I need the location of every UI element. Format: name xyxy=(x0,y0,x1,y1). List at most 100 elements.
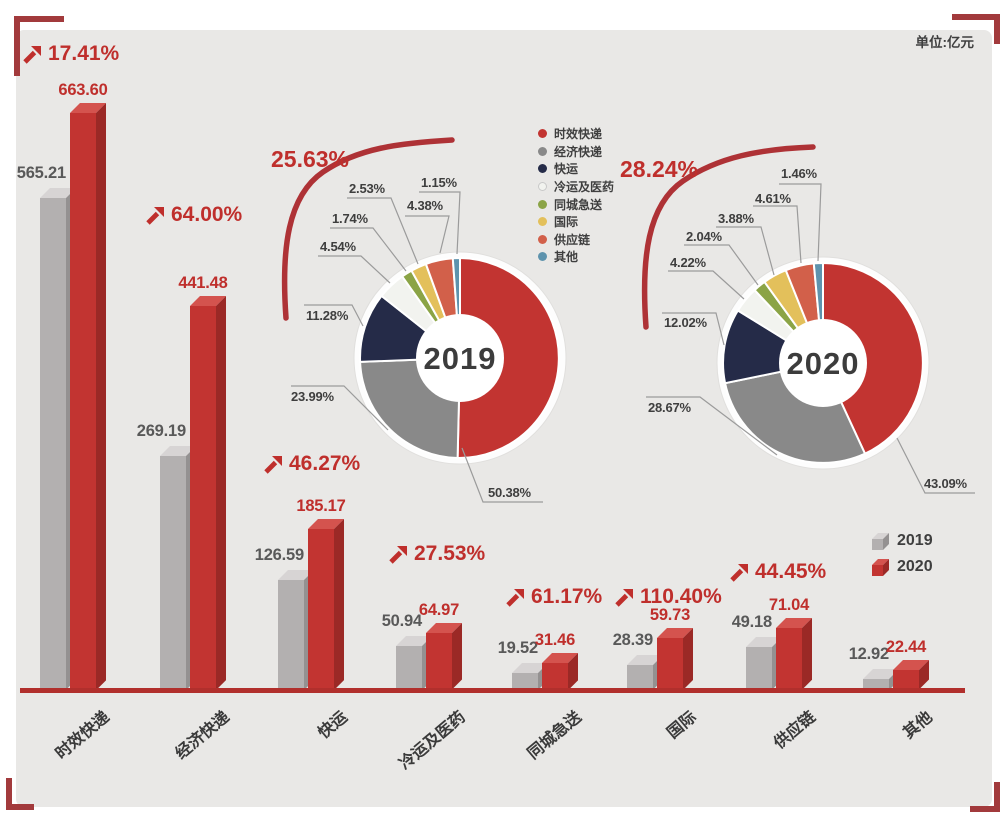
bar-value-2019: 269.19 xyxy=(136,421,186,440)
legend-item: 同城急送 xyxy=(538,195,614,213)
donut-slice-label: 50.38% xyxy=(488,485,531,500)
year-legend: 2019 2020 xyxy=(872,528,933,580)
bar-value-2019: 12.92 xyxy=(848,644,889,663)
bar-2020 xyxy=(308,518,344,695)
legend-label: 快运 xyxy=(554,162,579,177)
growth-percent: 44.45% xyxy=(755,560,827,583)
donut-slice-label: 1.46% xyxy=(781,166,817,181)
donut-slice-label: 4.38% xyxy=(407,198,443,213)
legend-color-dot xyxy=(538,234,547,244)
up-arrow-icon xyxy=(264,455,282,474)
legend-label: 经济快递 xyxy=(554,144,603,159)
donut-slice-label: 1.74% xyxy=(332,211,368,226)
up-arrow-icon xyxy=(615,588,633,607)
bar-value-2019: 565.21 xyxy=(16,164,66,183)
up-arrow-icon xyxy=(730,563,748,582)
legend-color-dot xyxy=(538,146,547,156)
bar-value-2019: 126.59 xyxy=(254,545,304,564)
donut-slice-label: 12.02% xyxy=(664,315,707,330)
legend-label: 冷运及医药 xyxy=(554,180,615,195)
bar-value-2020: 441.48 xyxy=(178,273,228,292)
growth-label: 17.41% xyxy=(22,42,119,66)
donut-slice-label: 28.67% xyxy=(648,400,691,415)
bar-value-2020: 22.44 xyxy=(885,638,927,657)
bar-value-2020: 185.17 xyxy=(296,496,346,515)
growth-label: 44.45% xyxy=(729,560,826,584)
legend-label: 时效快递 xyxy=(554,127,603,142)
growth-label: 61.17% xyxy=(505,585,602,609)
donut-slice-label: 23.99% xyxy=(291,389,334,404)
legend-item: 国际 xyxy=(538,213,614,231)
donut-2019-center-label: 2019 xyxy=(423,341,497,376)
bar-value-2019: 50.94 xyxy=(381,611,422,630)
donut-slice-label: 4.54% xyxy=(320,239,356,254)
x-axis-line xyxy=(20,688,965,693)
up-arrow-icon xyxy=(506,588,524,607)
bar-value-2020: 64.97 xyxy=(418,601,460,620)
donut-slice-label: 43.09% xyxy=(924,476,967,491)
up-arrow-icon xyxy=(146,206,164,225)
growth-percent: 64.00% xyxy=(171,203,243,226)
legend-color-dot xyxy=(538,129,547,139)
bar-value-2020: 71.04 xyxy=(768,596,810,615)
up-arrow-icon xyxy=(389,545,407,564)
bar-legend-item: 2019 xyxy=(872,528,933,554)
legend-item: 快运 xyxy=(538,160,614,178)
bar-value-2020: 31.46 xyxy=(534,630,576,649)
donut-slice-label: 2.53% xyxy=(349,181,385,196)
bar-2020 xyxy=(776,618,812,695)
bar-2020 xyxy=(190,295,226,695)
growth-percent: 17.41% xyxy=(48,42,120,65)
bar-value-2020: 663.60 xyxy=(58,80,108,99)
up-arrow-icon xyxy=(23,45,41,64)
legend-item: 供应链 xyxy=(538,231,614,249)
growth-percent: 27.53% xyxy=(414,542,486,565)
legend-item: 经济快递 xyxy=(538,143,614,161)
overall-growth-2020: 28.24% xyxy=(620,156,699,182)
legend-item: 时效快递 xyxy=(538,125,614,143)
bar-value-2020: 59.73 xyxy=(649,606,691,625)
legend-color-dot xyxy=(538,164,547,174)
bar-legend-item: 2020 xyxy=(872,554,933,580)
bar-2020 xyxy=(542,652,578,695)
legend-label: 国际 xyxy=(554,215,579,230)
donut-slice-label: 4.22% xyxy=(670,255,706,270)
donut-slice-label: 2.04% xyxy=(686,229,722,244)
donut-slice-label: 3.88% xyxy=(718,211,754,226)
bar-2020 xyxy=(426,623,462,695)
donut-2020-center-label: 2020 xyxy=(786,346,860,381)
donut-slice-label: 11.28% xyxy=(306,308,349,323)
legend-label: 同城急送 xyxy=(554,197,603,212)
legend-label: 其他 xyxy=(554,250,579,265)
legend-color-dot xyxy=(538,199,547,209)
legend-color-dot xyxy=(538,252,547,262)
overall-growth-2019: 25.63% xyxy=(271,146,350,172)
growth-label: 46.27% xyxy=(263,452,360,476)
corner-bracket-bottom-right xyxy=(970,782,1000,812)
growth-label: 110.40% xyxy=(614,585,722,609)
legend-label: 供应链 xyxy=(554,232,591,247)
donut-slice-label: 1.15% xyxy=(421,175,457,190)
bar-legend-label: 2019 xyxy=(897,532,933,549)
bar-2020 xyxy=(657,628,693,695)
growth-percent: 110.40% xyxy=(640,585,722,608)
legend-color-dot xyxy=(538,217,547,227)
growth-label: 64.00% xyxy=(145,203,242,227)
bar-value-2019: 28.39 xyxy=(612,631,653,650)
segment-legend: 时效快递经济快递快运冷运及医药同城急送国际供应链其他 xyxy=(538,125,614,266)
bar-legend-label: 2020 xyxy=(897,558,933,575)
growth-label: 27.53% xyxy=(388,542,485,566)
unit-label: 单位:亿元 xyxy=(915,35,975,50)
bar-2020 xyxy=(893,660,929,695)
bar-value-2019: 49.18 xyxy=(731,613,772,632)
corner-bracket-top-left xyxy=(14,16,64,76)
bar-value-2019: 19.52 xyxy=(497,639,538,658)
legend-cube-icon xyxy=(872,558,889,576)
legend-item: 其他 xyxy=(538,248,614,266)
legend-cube-icon xyxy=(872,532,889,550)
bar-2020 xyxy=(70,102,106,695)
legend-color-dot xyxy=(538,182,547,192)
